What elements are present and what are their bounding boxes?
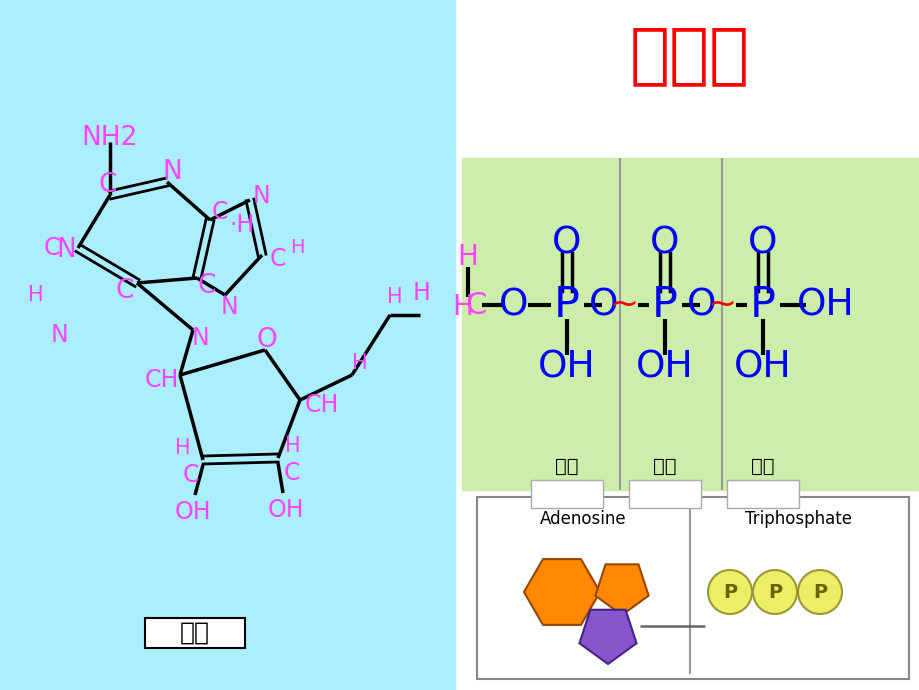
Bar bbox=[476, 497, 908, 679]
Bar bbox=[530, 480, 602, 508]
Text: N: N bbox=[51, 323, 69, 347]
Text: OH: OH bbox=[175, 500, 211, 524]
Text: N: N bbox=[221, 295, 239, 319]
Circle shape bbox=[752, 570, 796, 614]
Text: 腺苷: 腺苷 bbox=[180, 621, 210, 645]
Text: H: H bbox=[285, 436, 301, 456]
Text: 先看看: 先看看 bbox=[630, 22, 749, 88]
Text: H: H bbox=[289, 237, 304, 257]
Text: 磷酸: 磷酸 bbox=[555, 457, 578, 475]
Circle shape bbox=[708, 570, 751, 614]
Text: H: H bbox=[452, 293, 473, 321]
Text: ~: ~ bbox=[608, 288, 638, 322]
Text: P: P bbox=[767, 582, 781, 602]
Text: OH: OH bbox=[733, 349, 791, 385]
Bar bbox=[629, 480, 700, 508]
Text: CH: CH bbox=[304, 393, 339, 417]
Bar bbox=[145, 618, 244, 648]
Text: H: H bbox=[28, 285, 44, 305]
Text: Adenosine: Adenosine bbox=[539, 510, 626, 528]
Text: C: C bbox=[183, 463, 199, 487]
Text: N: N bbox=[56, 237, 75, 263]
Text: H: H bbox=[457, 243, 478, 271]
Bar bbox=[726, 480, 798, 508]
Text: 磷酸: 磷酸 bbox=[652, 457, 676, 475]
Text: P: P bbox=[553, 284, 579, 326]
Text: P: P bbox=[812, 582, 826, 602]
Text: C: C bbox=[465, 290, 486, 319]
Text: H: H bbox=[413, 281, 430, 305]
Text: O: O bbox=[686, 287, 716, 323]
Text: C: C bbox=[198, 273, 216, 299]
Polygon shape bbox=[524, 559, 599, 625]
Text: H: H bbox=[352, 353, 368, 373]
Text: O: O bbox=[747, 225, 777, 261]
Text: C: C bbox=[269, 247, 286, 271]
Text: ~: ~ bbox=[707, 288, 736, 322]
Text: C: C bbox=[98, 172, 117, 198]
Text: OH: OH bbox=[538, 349, 596, 385]
Text: O: O bbox=[588, 287, 618, 323]
Text: P: P bbox=[652, 284, 677, 326]
Text: NH2: NH2 bbox=[82, 125, 138, 151]
Text: C: C bbox=[211, 200, 228, 224]
Polygon shape bbox=[579, 610, 636, 664]
Text: P: P bbox=[749, 284, 775, 326]
Text: O: O bbox=[551, 225, 581, 261]
Text: H: H bbox=[175, 438, 190, 458]
Text: O: O bbox=[256, 327, 277, 353]
Text: OH: OH bbox=[267, 498, 304, 522]
Circle shape bbox=[797, 570, 841, 614]
Text: N: N bbox=[253, 184, 270, 208]
Text: OH: OH bbox=[636, 349, 693, 385]
Text: P: P bbox=[722, 582, 736, 602]
Text: CH: CH bbox=[144, 368, 179, 392]
Text: O: O bbox=[650, 225, 679, 261]
Text: H: H bbox=[387, 287, 403, 307]
Text: C: C bbox=[283, 461, 300, 485]
Text: N: N bbox=[192, 326, 210, 350]
Text: N: N bbox=[162, 159, 182, 185]
Text: C: C bbox=[44, 236, 60, 260]
Text: OH: OH bbox=[797, 287, 854, 323]
Text: Triphosphate: Triphosphate bbox=[744, 510, 852, 528]
Text: O: O bbox=[499, 287, 528, 323]
Polygon shape bbox=[595, 564, 648, 615]
Text: ·H: ·H bbox=[229, 213, 255, 237]
Text: 磷酸: 磷酸 bbox=[751, 457, 774, 475]
Text: C: C bbox=[116, 278, 134, 304]
Bar bbox=[461, 158, 919, 490]
Bar bbox=[0, 0, 455, 690]
